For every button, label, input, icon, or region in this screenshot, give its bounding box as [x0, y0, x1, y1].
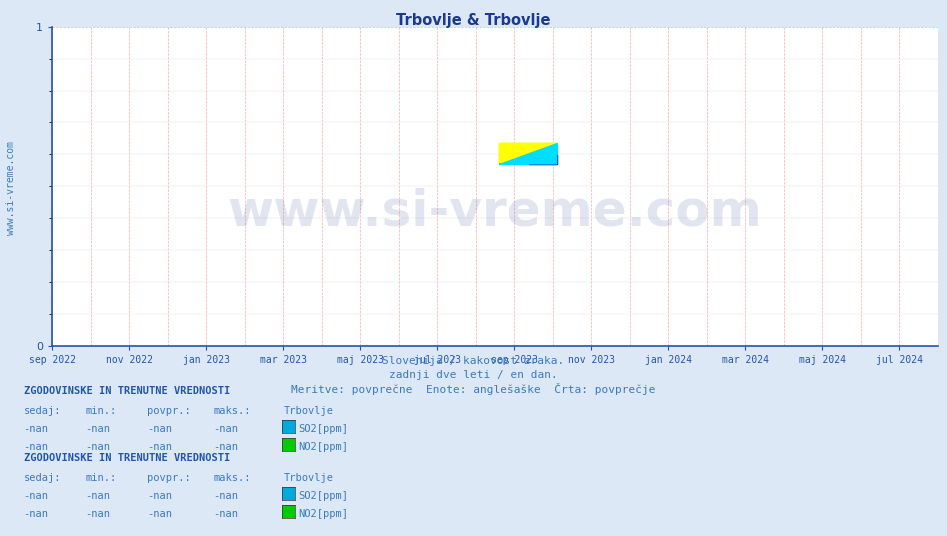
- Text: -nan: -nan: [213, 442, 238, 452]
- Text: min.:: min.:: [85, 473, 116, 483]
- Text: Slovenija / kakovost zraka.: Slovenija / kakovost zraka.: [383, 356, 564, 367]
- Text: -nan: -nan: [85, 442, 110, 452]
- Text: -nan: -nan: [85, 491, 110, 501]
- Text: sedaj:: sedaj:: [24, 406, 62, 416]
- Text: SO2[ppm]: SO2[ppm]: [298, 424, 348, 434]
- Text: min.:: min.:: [85, 406, 116, 416]
- Text: NO2[ppm]: NO2[ppm]: [298, 442, 348, 452]
- Text: zadnji dve leti / en dan.: zadnji dve leti / en dan.: [389, 370, 558, 380]
- Text: NO2[ppm]: NO2[ppm]: [298, 509, 348, 519]
- Text: -nan: -nan: [213, 424, 238, 434]
- Text: -nan: -nan: [24, 509, 48, 519]
- Text: -nan: -nan: [147, 442, 171, 452]
- Text: -nan: -nan: [213, 491, 238, 501]
- Text: -nan: -nan: [147, 424, 171, 434]
- Polygon shape: [528, 154, 557, 164]
- Text: Trbovlje: Trbovlje: [284, 406, 334, 416]
- Text: ZGODOVINSKE IN TRENUTNE VREDNOSTI: ZGODOVINSKE IN TRENUTNE VREDNOSTI: [24, 453, 230, 463]
- Polygon shape: [499, 154, 557, 164]
- Text: SO2[ppm]: SO2[ppm]: [298, 491, 348, 501]
- Text: povpr.:: povpr.:: [147, 473, 190, 483]
- Text: Trbovlje: Trbovlje: [284, 473, 334, 483]
- Text: -nan: -nan: [85, 424, 110, 434]
- Text: Meritve: povprečne  Enote: anglešaške  Črta: povprečje: Meritve: povprečne Enote: anglešaške Črt…: [292, 383, 655, 395]
- Text: -nan: -nan: [24, 424, 48, 434]
- Text: povpr.:: povpr.:: [147, 406, 190, 416]
- Text: -nan: -nan: [147, 491, 171, 501]
- Text: -nan: -nan: [147, 509, 171, 519]
- Text: -nan: -nan: [24, 491, 48, 501]
- Text: Trbovlje & Trbovlje: Trbovlje & Trbovlje: [396, 13, 551, 28]
- Text: maks.:: maks.:: [213, 406, 251, 416]
- Polygon shape: [499, 143, 557, 164]
- Text: -nan: -nan: [24, 442, 48, 452]
- Text: -nan: -nan: [213, 509, 238, 519]
- Text: www.si-vreme.com: www.si-vreme.com: [7, 140, 16, 235]
- Text: -nan: -nan: [85, 509, 110, 519]
- Text: ZGODOVINSKE IN TRENUTNE VREDNOSTI: ZGODOVINSKE IN TRENUTNE VREDNOSTI: [24, 386, 230, 396]
- Text: maks.:: maks.:: [213, 473, 251, 483]
- Text: sedaj:: sedaj:: [24, 473, 62, 483]
- Text: www.si-vreme.com: www.si-vreme.com: [227, 188, 762, 236]
- Polygon shape: [499, 143, 557, 164]
